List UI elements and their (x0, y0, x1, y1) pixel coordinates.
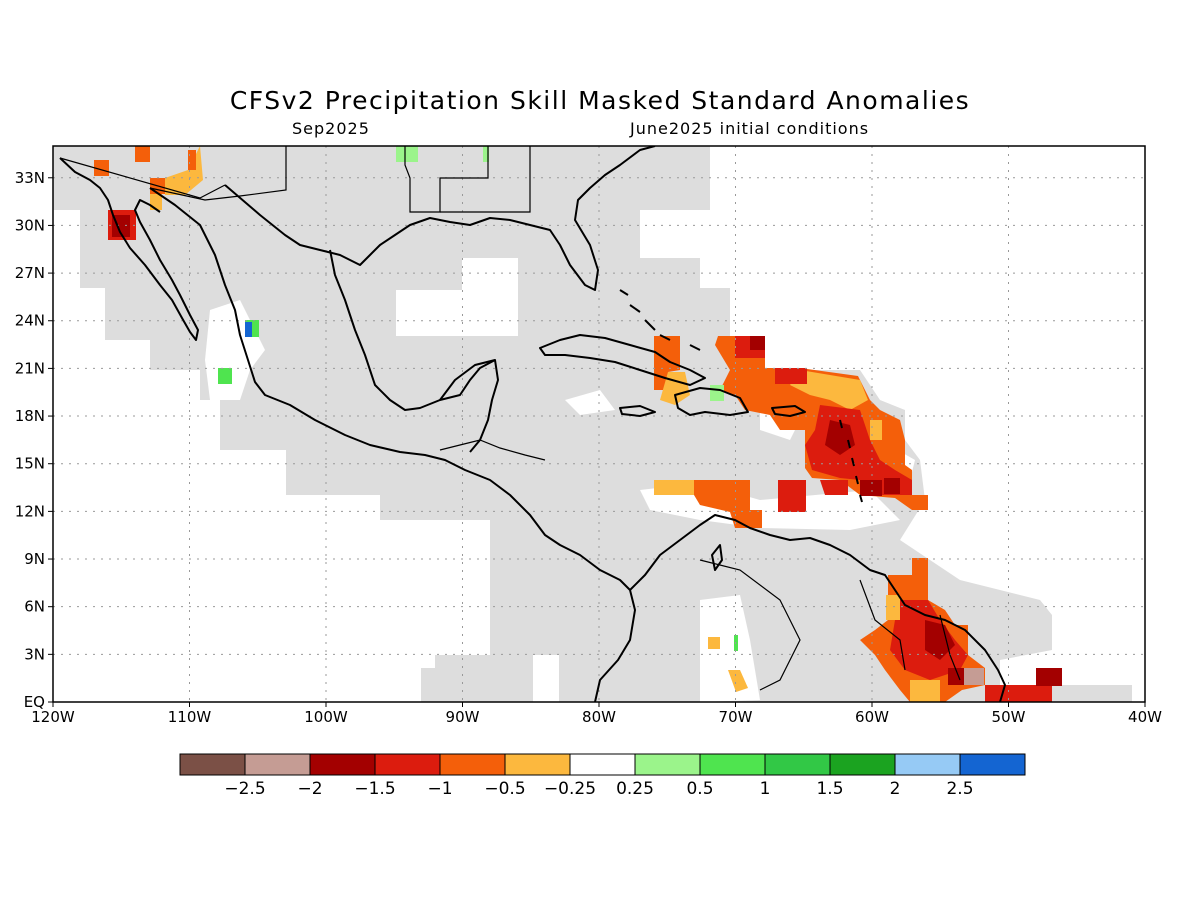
lat-tick-label: 21N (15, 359, 45, 377)
colorbar-swatch (764, 753, 831, 776)
lon-tick-label: 50W (992, 708, 1026, 726)
lat-tick-label: 6N (24, 598, 45, 616)
colorbar-swatch (439, 753, 506, 776)
map-panel (53, 146, 1145, 702)
south-america-coast (629, 514, 1006, 702)
colorbar-label: 1 (760, 779, 771, 799)
lat-tick-label: 24N (15, 312, 45, 330)
pacific-coast (149, 187, 636, 702)
colorbar-label: −1.5 (354, 779, 395, 799)
baja-california-coast (59, 157, 199, 341)
lat-tick-label: 3N (24, 645, 45, 663)
colorbar-label: −1 (427, 779, 452, 799)
lat-tick-label: 18N (15, 407, 45, 425)
map-title: CFSv2 Precipitation Skill Masked Standar… (229, 86, 971, 115)
colorbar-swatch (634, 753, 701, 776)
jamaica-coast (619, 405, 656, 417)
longitude-axis: 120W 110W 100W 90W 80W 70W 60W 50W 40W (31, 702, 1162, 726)
colorbar-label: −2.5 (224, 779, 265, 799)
colorbar-swatch (244, 753, 311, 776)
colorbar-swatch (374, 753, 441, 776)
lon-tick-label: 120W (31, 708, 75, 726)
lesser-antilles (839, 419, 863, 503)
colorbar: −2.5 −2 −1.5 −1 −0.5 −0.25 0.25 0.5 1 1.5 2 2.5 (179, 753, 1026, 799)
lat-lon-grid (53, 146, 1145, 702)
lat-tick-label: EQ (24, 693, 45, 711)
lon-tick-label: 90W (446, 708, 480, 726)
colorbar-swatch (894, 753, 961, 776)
latitude-axis: EQ 3N 6N 9N 12N 15N 18N 21N 24N 27N 30N 33N (15, 169, 53, 711)
colorbar-swatch (179, 753, 246, 776)
colorbar-swatch (699, 753, 766, 776)
lon-tick-label: 70W (719, 708, 753, 726)
lat-tick-label: 33N (15, 169, 45, 187)
skill-mask-areas (53, 146, 1132, 702)
lon-tick-label: 110W (168, 708, 212, 726)
borders (59, 146, 961, 691)
hispaniola-coast (674, 387, 749, 416)
colorbar-swatch (504, 753, 571, 776)
mask-region-main (53, 146, 1132, 702)
colorbar-label: −0.5 (484, 779, 525, 799)
colorbar-label: 0.5 (686, 779, 713, 799)
colorbar-label: 2 (890, 779, 901, 799)
lat-tick-label: 30N (15, 216, 45, 234)
lat-tick-label: 9N (24, 550, 45, 568)
colorbar-label: 1.5 (816, 779, 843, 799)
colorbar-label: −0.25 (544, 779, 596, 799)
colorbar-label: 0.25 (616, 779, 654, 799)
colorbar-label: 2.5 (946, 779, 973, 799)
colorbar-swatch (959, 753, 1026, 776)
lon-tick-label: 40W (1128, 708, 1162, 726)
lon-tick-label: 60W (855, 708, 889, 726)
coastlines (59, 146, 1006, 702)
lat-tick-label: 12N (15, 502, 45, 520)
cuba-coast (539, 334, 706, 386)
lat-tick-label: 15N (15, 455, 45, 473)
colorbar-swatch (569, 753, 636, 776)
colorbar-label: −2 (297, 779, 322, 799)
forecast-month: Sep2025 (292, 119, 370, 138)
initial-conditions: June2025 initial conditions (630, 119, 870, 138)
lon-tick-label: 80W (582, 708, 616, 726)
yucatan-coast (439, 359, 496, 401)
colorbar-swatch (829, 753, 896, 776)
lon-tick-label: 100W (304, 708, 348, 726)
lat-tick-label: 27N (15, 264, 45, 282)
puerto-rico-coast (771, 405, 806, 417)
colorbar-swatch (309, 753, 376, 776)
